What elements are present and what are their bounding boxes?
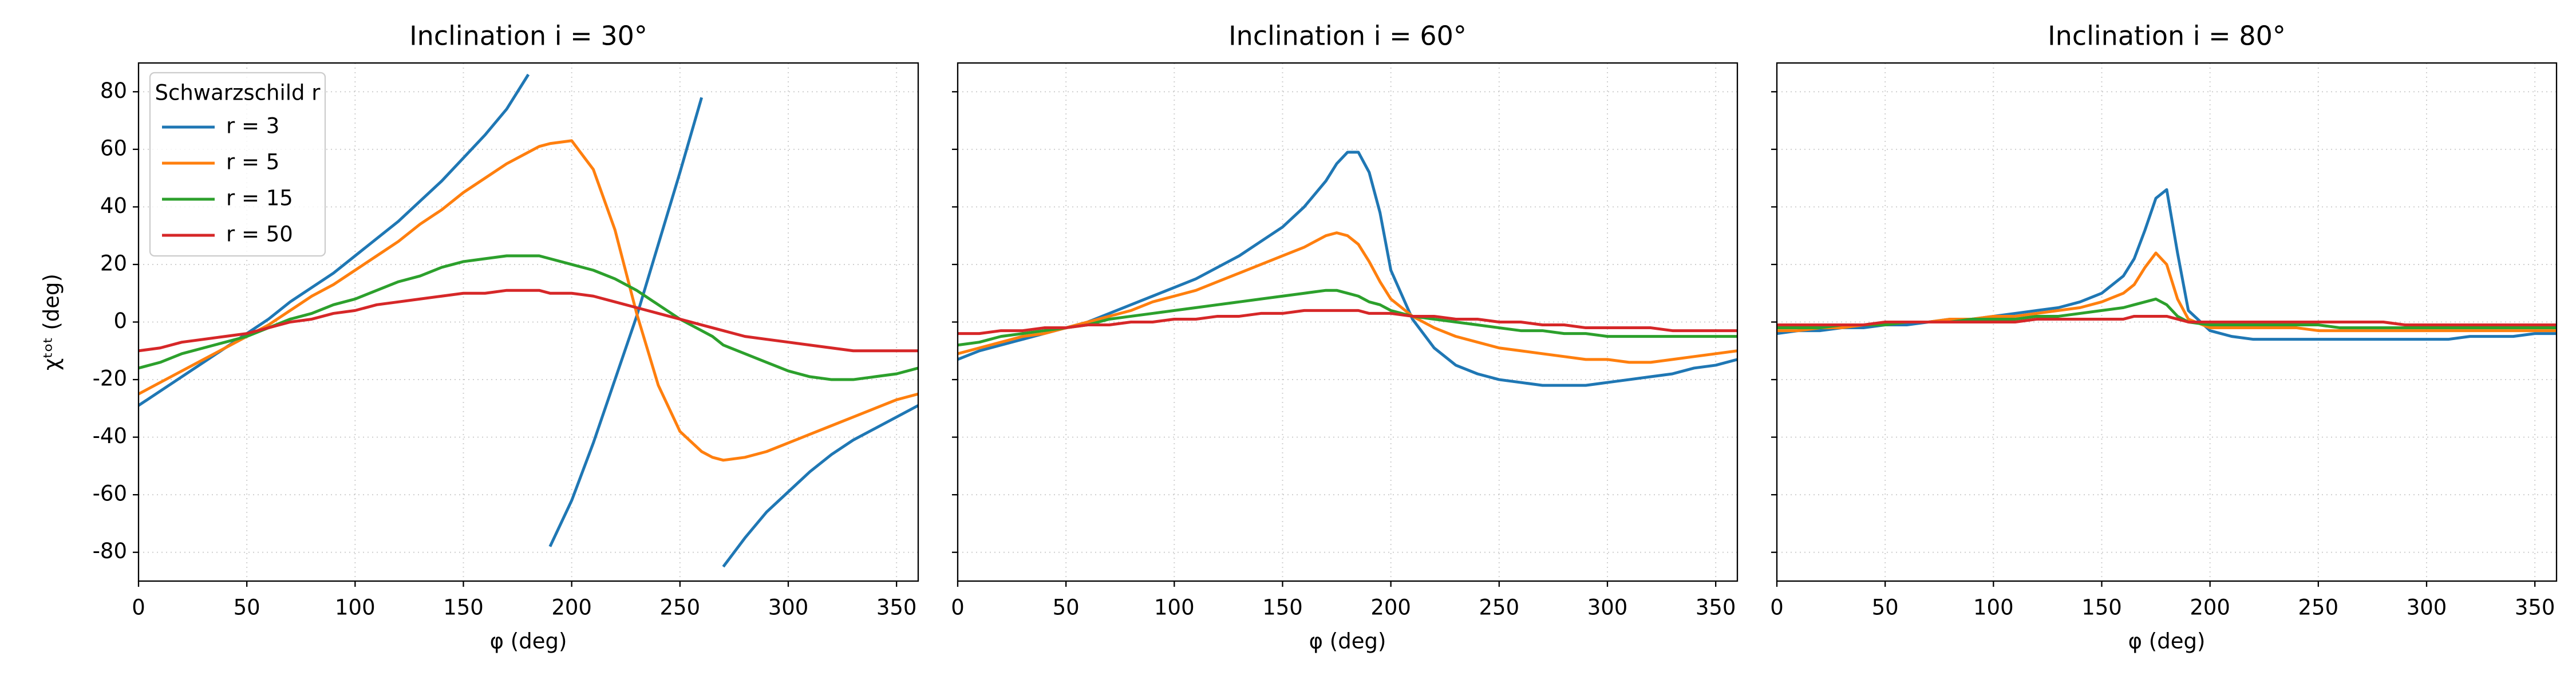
plot-area xyxy=(1777,188,2557,341)
series-line xyxy=(958,289,1737,347)
x-tick-label: 150 xyxy=(2081,595,2122,620)
series-line xyxy=(958,309,1737,335)
axes-frame xyxy=(137,62,919,582)
series-line xyxy=(139,139,918,462)
x-tick-label: 150 xyxy=(443,595,484,620)
legend-box xyxy=(149,72,326,257)
series-line xyxy=(1777,314,2557,327)
y-tick-label: 20 xyxy=(100,251,127,275)
plot-area xyxy=(139,73,918,568)
series-line xyxy=(1777,188,2557,341)
x-tick-label: 0 xyxy=(951,595,965,620)
panel-title: Inclination i = 30° xyxy=(409,21,647,52)
y-tick-label: -40 xyxy=(93,424,127,448)
series-line xyxy=(139,289,918,353)
legend-label: r = 50 xyxy=(226,222,293,247)
x-tick-label: 300 xyxy=(768,595,809,620)
series-line xyxy=(958,151,1737,387)
x-tick-label: 100 xyxy=(335,595,376,620)
x-tick-label: 350 xyxy=(1696,595,1736,620)
x-tick-label: 0 xyxy=(132,595,145,620)
panel-title: Inclination i = 80° xyxy=(2048,21,2286,52)
x-tick-label: 200 xyxy=(2190,595,2230,620)
y-tick-label: -60 xyxy=(93,481,127,506)
series-line xyxy=(139,73,918,568)
legend-title: Schwarzschild r xyxy=(155,81,321,105)
x-tick-label: 350 xyxy=(876,595,917,620)
y-tick-label: -20 xyxy=(93,366,127,391)
y-axis-label: χᵗᵒᵗ (deg) xyxy=(39,274,64,370)
x-tick-label: 150 xyxy=(1262,595,1303,620)
series-line xyxy=(958,231,1737,364)
x-tick-label: 250 xyxy=(660,595,701,620)
series-line xyxy=(139,254,918,381)
x-tick-label: 300 xyxy=(2407,595,2447,620)
legend-label: r = 5 xyxy=(226,150,279,175)
x-axis-label: φ (deg) xyxy=(2128,629,2206,654)
x-tick-label: 250 xyxy=(2298,595,2339,620)
x-axis-label: φ (deg) xyxy=(490,629,567,654)
series-line xyxy=(1777,251,2557,333)
x-tick-label: 0 xyxy=(1770,595,1784,620)
x-tick-label: 50 xyxy=(1872,595,1899,620)
x-tick-label: 100 xyxy=(1154,595,1195,620)
x-tick-label: 200 xyxy=(1370,595,1411,620)
x-tick-label: 300 xyxy=(1587,595,1628,620)
plot-area xyxy=(958,151,1737,387)
axes-frame xyxy=(957,62,1739,582)
legend-label: r = 15 xyxy=(226,186,293,211)
y-tick-label: 80 xyxy=(100,78,127,103)
x-axis-label: φ (deg) xyxy=(1309,629,1386,654)
legend-label: r = 3 xyxy=(226,114,279,139)
x-tick-label: 200 xyxy=(551,595,592,620)
x-tick-label: 50 xyxy=(1053,595,1080,620)
y-tick-label: 60 xyxy=(100,136,127,160)
y-tick-label: 0 xyxy=(113,309,127,333)
x-tick-label: 100 xyxy=(1973,595,2014,620)
series-line xyxy=(1777,297,2557,330)
axes-frame xyxy=(1776,62,2558,582)
x-tick-label: 250 xyxy=(1479,595,1520,620)
x-tick-label: 350 xyxy=(2515,595,2555,620)
panel-title: Inclination i = 60° xyxy=(1228,21,1467,52)
x-tick-label: 50 xyxy=(234,595,260,620)
y-tick-label: -80 xyxy=(93,539,127,563)
y-tick-label: 40 xyxy=(100,194,127,218)
